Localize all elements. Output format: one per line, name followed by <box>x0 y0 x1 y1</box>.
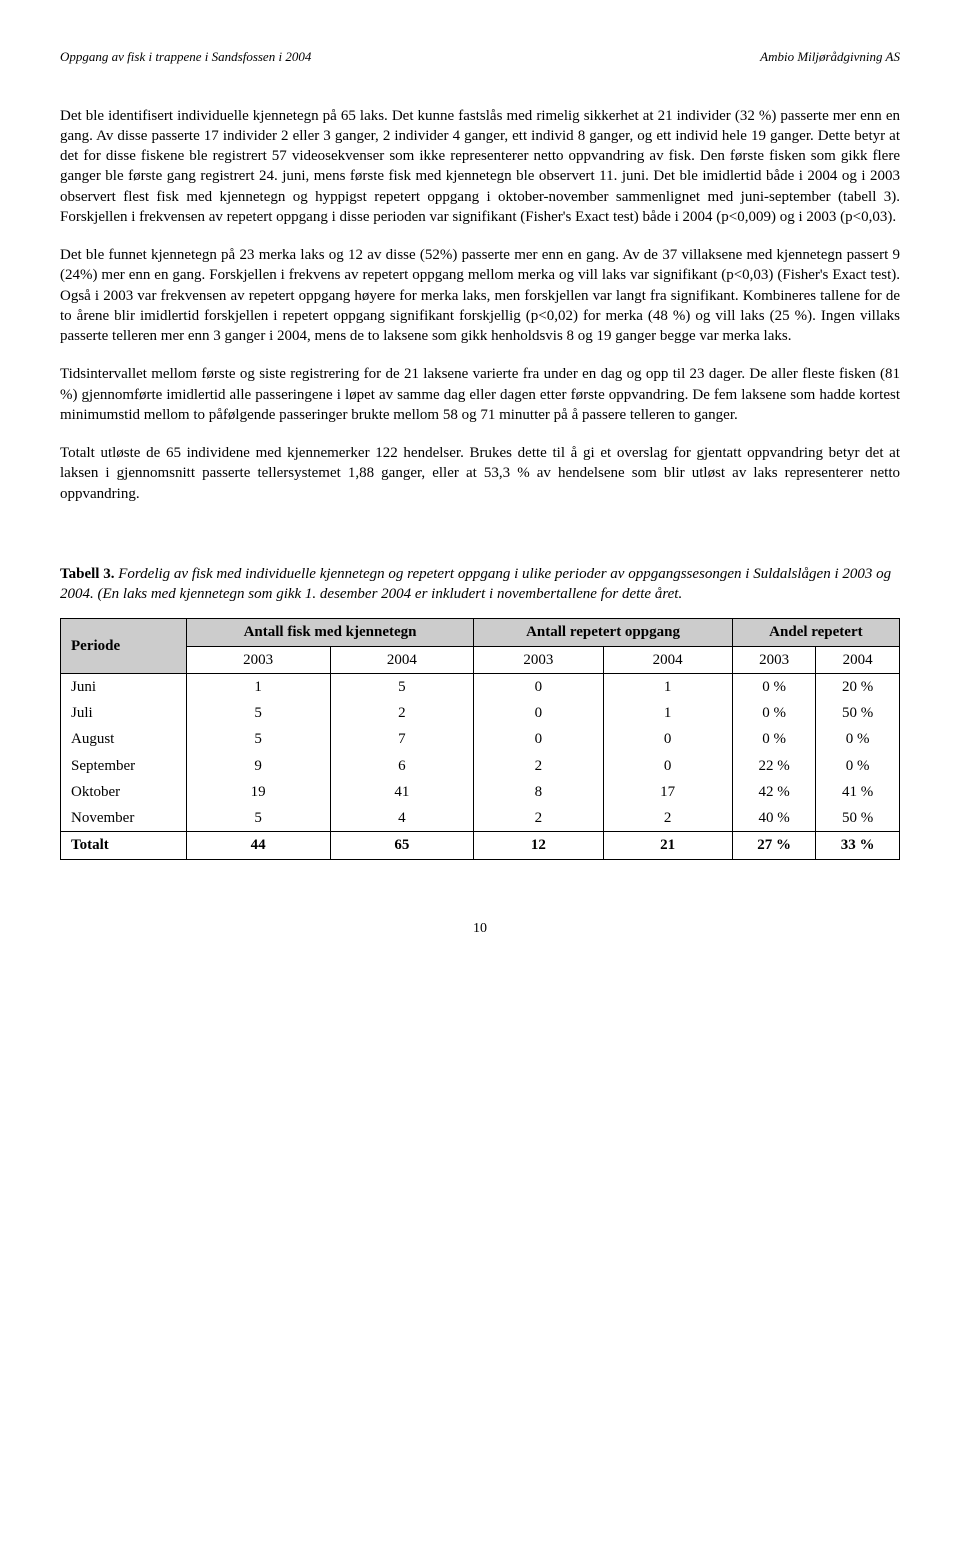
data-cell: 5 <box>330 673 474 700</box>
table-row: September962022 %0 % <box>61 753 900 779</box>
table-row: Juli52010 %50 % <box>61 700 900 726</box>
subhead-2004: 2004 <box>816 646 900 673</box>
period-cell: September <box>61 753 187 779</box>
paragraph-1: Det ble identifisert individuelle kjenne… <box>60 106 900 228</box>
subhead-2004: 2004 <box>330 646 474 673</box>
data-cell: 20 % <box>816 673 900 700</box>
data-cell: 7 <box>330 726 474 752</box>
data-cell: 0 % <box>732 726 816 752</box>
data-cell: 1 <box>186 673 330 700</box>
data-cell: 2 <box>474 753 603 779</box>
period-cell: Oktober <box>61 779 187 805</box>
total-row: Totalt4465122127 %33 % <box>61 832 900 859</box>
total-cell: 21 <box>603 832 732 859</box>
page-header: Oppgang av fisk i trappene i Sandsfossen… <box>60 48 900 66</box>
data-cell: 50 % <box>816 805 900 832</box>
data-cell: 1 <box>603 673 732 700</box>
data-cell: 6 <box>330 753 474 779</box>
data-cell: 0 <box>603 753 732 779</box>
table-caption-label: Tabell 3. <box>60 566 114 582</box>
total-label: Totalt <box>61 832 187 859</box>
header-right: Ambio Miljørådgivning AS <box>760 48 900 66</box>
data-cell: 0 % <box>816 753 900 779</box>
paragraph-2: Det ble funnet kjennetegn på 23 merka la… <box>60 245 900 346</box>
data-cell: 40 % <box>732 805 816 832</box>
subhead-2003: 2003 <box>186 646 330 673</box>
col-header-andel-repetert: Andel repetert <box>732 619 899 646</box>
data-cell: 1 <box>603 700 732 726</box>
data-cell: 2 <box>474 805 603 832</box>
data-cell: 50 % <box>816 700 900 726</box>
table-row: Juni15010 %20 % <box>61 673 900 700</box>
data-cell: 8 <box>474 779 603 805</box>
subhead-2003: 2003 <box>732 646 816 673</box>
table-caption: Tabell 3. Fordelig av fisk med individue… <box>60 564 900 605</box>
data-cell: 17 <box>603 779 732 805</box>
data-cell: 0 % <box>732 673 816 700</box>
data-cell: 41 <box>330 779 474 805</box>
table-row: November542240 %50 % <box>61 805 900 832</box>
paragraph-4: Totalt utløste de 65 individene med kjen… <box>60 443 900 504</box>
period-cell: Juni <box>61 673 187 700</box>
subhead-2003: 2003 <box>474 646 603 673</box>
data-cell: 5 <box>186 726 330 752</box>
total-cell: 44 <box>186 832 330 859</box>
table-row: Oktober194181742 %41 % <box>61 779 900 805</box>
table-caption-text: Fordelig av fisk med individuelle kjenne… <box>60 566 891 602</box>
data-cell: 19 <box>186 779 330 805</box>
data-cell: 0 <box>603 726 732 752</box>
col-header-periode: Periode <box>61 619 187 674</box>
data-cell: 0 % <box>816 726 900 752</box>
page-number: 10 <box>60 920 900 939</box>
data-cell: 22 % <box>732 753 816 779</box>
period-cell: November <box>61 805 187 832</box>
period-cell: Juli <box>61 700 187 726</box>
data-cell: 0 <box>474 726 603 752</box>
paragraph-3: Tidsintervallet mellom første og siste r… <box>60 364 900 425</box>
period-cell: August <box>61 726 187 752</box>
data-cell: 5 <box>186 700 330 726</box>
data-cell: 2 <box>330 700 474 726</box>
total-cell: 27 % <box>732 832 816 859</box>
total-cell: 33 % <box>816 832 900 859</box>
data-cell: 42 % <box>732 779 816 805</box>
data-cell: 9 <box>186 753 330 779</box>
col-header-antall-fisk: Antall fisk med kjennetegn <box>186 619 473 646</box>
data-cell: 41 % <box>816 779 900 805</box>
total-cell: 65 <box>330 832 474 859</box>
data-cell: 5 <box>186 805 330 832</box>
data-cell: 0 <box>474 700 603 726</box>
data-cell: 4 <box>330 805 474 832</box>
col-header-antall-repetert: Antall repetert oppgang <box>474 619 733 646</box>
subhead-2004: 2004 <box>603 646 732 673</box>
data-cell: 0 <box>474 673 603 700</box>
total-cell: 12 <box>474 832 603 859</box>
data-cell: 2 <box>603 805 732 832</box>
table-row: August57000 %0 % <box>61 726 900 752</box>
data-table: Periode Antall fisk med kjennetegn Antal… <box>60 618 900 859</box>
header-left: Oppgang av fisk i trappene i Sandsfossen… <box>60 48 311 66</box>
data-cell: 0 % <box>732 700 816 726</box>
